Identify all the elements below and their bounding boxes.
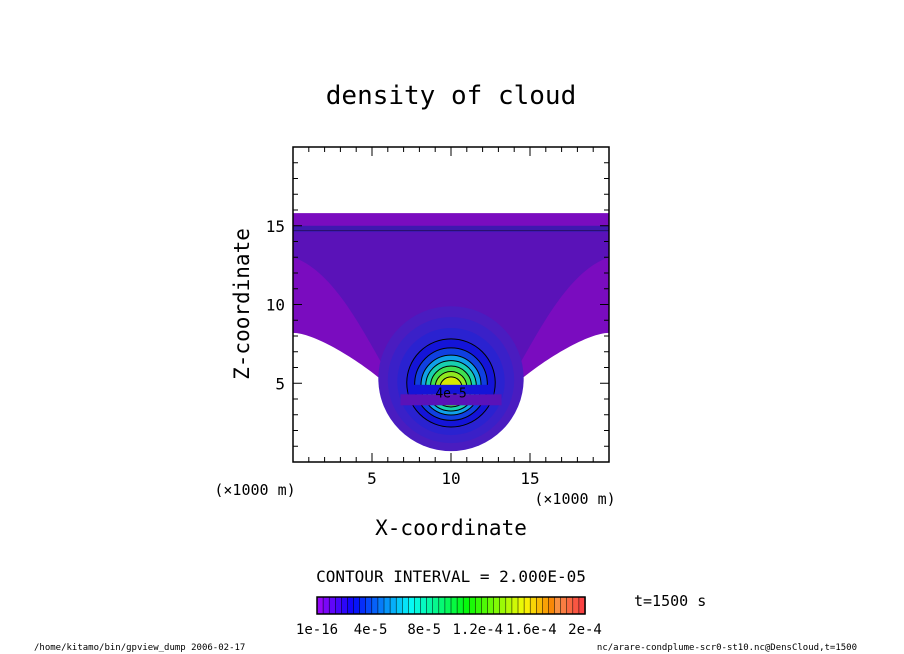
colorbar-swatch	[493, 596, 501, 615]
colorbar-swatch	[371, 596, 379, 615]
colorbar-swatch	[402, 596, 410, 615]
y-axis-label: Z-coordinate	[230, 228, 254, 380]
field-contour	[414, 347, 488, 421]
colorbar-swatch	[536, 596, 544, 615]
colorbar-swatch	[414, 596, 422, 615]
colorbar-swatch	[450, 596, 458, 615]
colorbar-swatch	[542, 596, 550, 615]
colorbar-swatch	[341, 596, 349, 615]
footer-left: /home/kitamo/bin/gpview_dump 2006-02-17	[34, 643, 245, 653]
x-tick-label: 5	[367, 469, 377, 488]
colorbar-swatch	[487, 596, 495, 615]
colorbar-label: 4e-5	[354, 622, 388, 638]
colorbar-swatch	[572, 596, 580, 615]
colorbar-swatch	[566, 596, 574, 615]
colorbar-swatch	[499, 596, 507, 615]
colorbar-swatch	[408, 596, 416, 615]
colorbar-swatch	[322, 596, 330, 615]
field-base-inner	[408, 384, 494, 395]
colorbar-label: 1e-16	[296, 622, 338, 638]
chart-title: density of cloud	[326, 81, 576, 111]
colorbar-swatch	[469, 596, 477, 615]
colorbar-swatch	[548, 596, 556, 615]
field-base	[400, 394, 502, 406]
axis-ticks	[293, 147, 609, 462]
x-axis-unit: (×1000 m)	[534, 490, 615, 508]
colorbar	[316, 596, 586, 615]
colorbar-labels: 1e-16 4e-5 8e-5 1.2e-4 1.6e-4 2e-4	[296, 622, 602, 638]
y-axis-unit: (×1000 m)	[214, 481, 295, 499]
colorbar-swatch	[328, 596, 336, 615]
colorbar-swatch	[517, 596, 525, 615]
colorbar-swatch	[444, 596, 452, 615]
colorbar-swatch	[462, 596, 470, 615]
colorbar-swatch	[554, 596, 562, 615]
colorbar-swatch	[335, 596, 343, 615]
y-tick-label: 10	[266, 296, 285, 315]
colorbar-swatch	[395, 596, 403, 615]
colorbar-swatch	[377, 596, 385, 615]
field-contour	[406, 338, 496, 428]
colorbar-swatch	[420, 596, 428, 615]
y-tick-label: 15	[266, 217, 285, 236]
colorbar-label: 1.6e-4	[506, 622, 557, 638]
colorbar-swatch	[389, 596, 397, 615]
colorbar-label: 2e-4	[568, 622, 602, 638]
field-top-band	[293, 225, 609, 233]
colorbar-label: 8e-5	[407, 622, 441, 638]
colorbar-swatch	[316, 596, 324, 615]
x-tick-label: 15	[520, 469, 539, 488]
contour-interval: CONTOUR INTERVAL = 2.000E-05	[316, 567, 586, 586]
x-tick-labels: 5 10 15	[367, 469, 539, 488]
colorbar-swatch	[365, 596, 373, 615]
colorbar-swatch	[359, 596, 367, 615]
colorbar-swatch	[475, 596, 483, 615]
time-label: t=1500 s	[634, 592, 706, 610]
contour-label: 4e-5	[435, 386, 466, 401]
colorbar-swatch	[353, 596, 361, 615]
colorbar-swatch	[438, 596, 446, 615]
colorbar-swatch	[426, 596, 434, 615]
colorbar-swatch	[432, 596, 440, 615]
y-tick-labels: 5 10 15	[266, 217, 285, 394]
colorbar-label: 1.2e-4	[453, 622, 504, 638]
colorbar-swatch	[560, 596, 568, 615]
colorbar-swatch	[529, 596, 537, 615]
colorbar-swatch	[505, 596, 513, 615]
colorbar-swatch	[511, 596, 519, 615]
density-field: 4e-5	[293, 213, 609, 452]
y-tick-label: 5	[275, 374, 285, 393]
colorbar-frame	[316, 596, 586, 615]
x-tick-label: 10	[441, 469, 460, 488]
colorbar-swatch	[456, 596, 464, 615]
colorbar-swatch	[481, 596, 489, 615]
colorbar-swatch	[383, 596, 391, 615]
x-axis-label: X-coordinate	[375, 516, 527, 540]
colorbar-swatch	[347, 596, 355, 615]
colorbar-swatch	[523, 596, 531, 615]
footer-right: nc/arare-condplume-scr0-st10.nc@DensClou…	[597, 643, 857, 653]
